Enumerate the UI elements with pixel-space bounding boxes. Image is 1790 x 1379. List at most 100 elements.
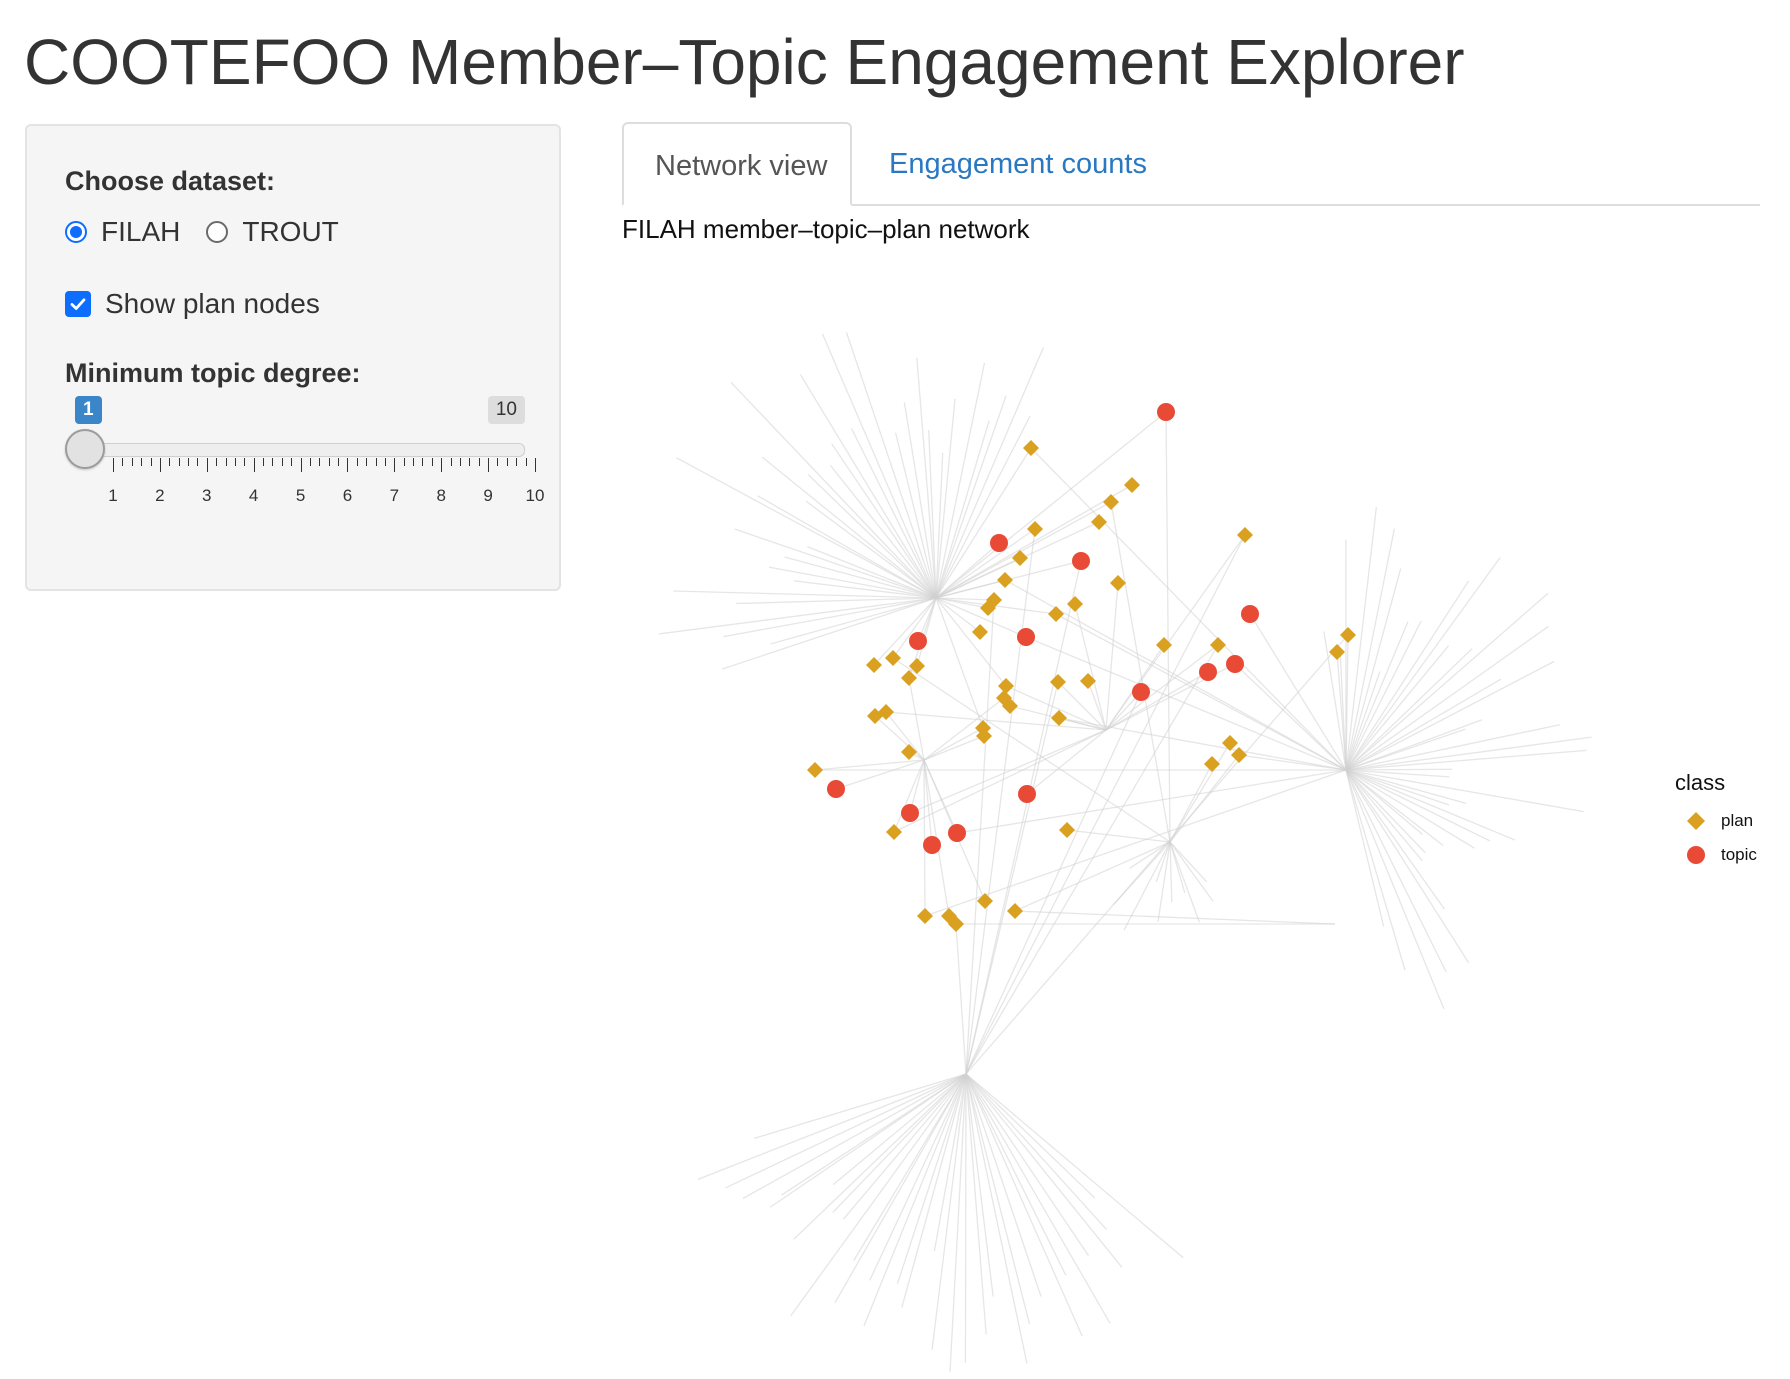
network-edge: [1345, 660, 1555, 771]
slider-tick-label: 8: [436, 486, 446, 505]
plan-node: [1067, 596, 1083, 612]
slider-tick: [169, 458, 171, 466]
network-edge: [834, 1073, 967, 1304]
network-edge: [935, 398, 956, 599]
network-edge: [935, 597, 1027, 638]
slider-tick-label: 2: [155, 486, 165, 505]
slider-tick: [328, 458, 330, 466]
network-edge: [1345, 671, 1381, 771]
plan-node: [1023, 440, 1039, 456]
show-plan-checkbox[interactable]: Show plan nodes: [65, 288, 320, 320]
tab-engagement-counts[interactable]: Engagement counts: [889, 148, 1147, 180]
slider-tick: [319, 458, 321, 466]
network-edge: [845, 332, 937, 599]
network-edge: [965, 1073, 994, 1297]
network-edge: [1169, 742, 1231, 843]
network-edge: [730, 381, 937, 599]
network-edge: [1169, 841, 1186, 894]
network-edge: [1345, 625, 1549, 771]
network-edge: [935, 415, 1031, 599]
network-edge: [935, 597, 1007, 687]
network-edge: [725, 1073, 967, 1189]
slider-tick: [469, 458, 471, 466]
network-edge: [1345, 580, 1470, 771]
slider-ticks: 1 2 3 4 5 6 7 8 9 10: [65, 458, 544, 538]
slider-tick: [525, 458, 527, 466]
network-edge: [1345, 769, 1450, 778]
network-edge: [965, 1073, 1107, 1230]
slider-tick: [159, 458, 161, 472]
checkmark-icon[interactable]: [65, 291, 91, 317]
network-edge: [1345, 645, 1450, 771]
network-edge: [832, 1073, 967, 1213]
plan-node: [866, 657, 882, 673]
topic-node: [1072, 552, 1090, 570]
slider-tick: [459, 458, 461, 466]
network-edge: [965, 1073, 1111, 1324]
network-edge: [933, 1073, 967, 1252]
plan-node: [1012, 550, 1028, 566]
plan-node: [948, 916, 964, 932]
network-edge: [1345, 648, 1473, 771]
network-edge: [1345, 749, 1587, 771]
network-edge: [935, 362, 986, 599]
network-edge: [1345, 592, 1549, 771]
network-edge: [935, 528, 1036, 599]
radio-selected-icon[interactable]: [65, 221, 87, 243]
dataset-option-trout[interactable]: TROUT: [206, 216, 339, 248]
slider-handle[interactable]: [65, 429, 105, 469]
network-edge: [1169, 754, 1240, 843]
network-edge: [923, 697, 1005, 761]
network-edge: [1169, 763, 1213, 843]
network-edge: [916, 357, 937, 599]
plan-node: [1050, 674, 1066, 690]
plan-node: [1002, 698, 1018, 714]
degree-slider[interactable]: 1 10 1 2 3 4 5 6 7 8 9 10: [65, 396, 544, 556]
dataset-option-filah[interactable]: FILAH: [65, 216, 180, 248]
plan-node: [1329, 644, 1345, 660]
network-edge: [1169, 841, 1214, 902]
plan-node: [1051, 710, 1067, 726]
network-edge: [769, 1073, 967, 1208]
slider-tick: [450, 458, 452, 466]
tab-network-view[interactable]: Network view: [622, 122, 852, 206]
network-edge: [1025, 636, 1347, 771]
topic-node: [990, 534, 1008, 552]
network-edge: [673, 590, 937, 599]
plan-node: [1103, 494, 1119, 510]
network-edge: [807, 546, 937, 599]
network-edge: [935, 347, 1045, 599]
slider-track[interactable]: [85, 443, 525, 457]
network-edge: [908, 677, 925, 761]
network-edge: [935, 420, 990, 599]
network-edge: [965, 528, 1036, 1075]
slider-tick: [244, 458, 246, 466]
slider-tick-label: 9: [483, 486, 493, 505]
slider-tick-label: 1: [108, 486, 118, 505]
network-edge: [1345, 557, 1501, 771]
plan-node: [807, 762, 823, 778]
slider-to-value: 10: [487, 396, 525, 424]
network-edge: [885, 711, 1107, 731]
slider-tick-label: 7: [389, 486, 400, 505]
network-edge: [965, 1073, 1184, 1259]
plan-node: [1007, 903, 1023, 919]
network-edge: [697, 1073, 967, 1180]
plot-title: FILAH member–topic–plan network: [622, 214, 1030, 244]
network-edge: [1345, 769, 1470, 964]
network-edge: [1345, 728, 1466, 771]
network-edge: [736, 597, 937, 605]
slider-tick: [178, 458, 180, 466]
network-edge: [965, 1073, 1123, 1268]
radio-unselected-icon[interactable]: [206, 221, 229, 243]
network-edge: [892, 597, 937, 659]
network-edge: [1238, 754, 1347, 771]
topic-node: [827, 780, 845, 798]
network-edge: [1155, 841, 1171, 883]
plan-node: [1048, 606, 1064, 622]
network-edge: [734, 528, 937, 599]
slider-tick: [356, 458, 358, 466]
slider-tick-label: 4: [248, 486, 259, 505]
network-edge: [1345, 769, 1423, 862]
slider-tick: [234, 458, 236, 466]
